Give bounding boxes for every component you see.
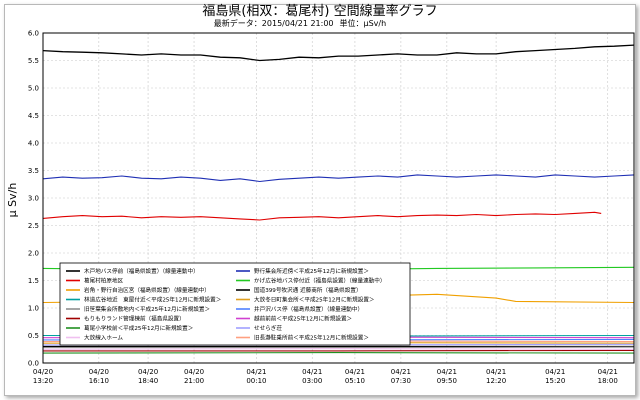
x-tick-time: 09:50 [437, 377, 457, 385]
series-line [42, 348, 635, 350]
y-axis-label: μ Sv/h [6, 183, 19, 218]
legend-label: 旧長瀞駐乗所前＜平成25年12月に新規設置＞ [254, 334, 369, 342]
x-tick-time: 21:00 [184, 377, 204, 385]
x-tick-time: 07:30 [391, 377, 411, 385]
x-tick-date: 04/20 [138, 368, 158, 376]
series-line [42, 44, 635, 62]
x-tick-time: 12:20 [486, 377, 506, 385]
y-tick-label: 4.0 [28, 140, 39, 148]
legend-label: 岩角・野行自治区宮（福島県設置）（線量連動中） [84, 286, 210, 294]
y-tick-label: 2.0 [28, 250, 39, 258]
x-tick-date: 04/21 [437, 368, 457, 376]
legend-box [59, 262, 411, 346]
y-tick-label: 5.0 [28, 85, 39, 93]
y-tick-label: 0.0 [28, 360, 39, 368]
legend-label: 国道399号牧沢通 近藤商所（福島県設置） [254, 286, 362, 294]
series-line [43, 349, 635, 352]
legend-label: 井戸沢バス停（福島県設置）（線量連動中） [254, 305, 363, 313]
subtitle-time: 2015/04/21 21:00 [262, 19, 334, 28]
legend-label: 林道広谷地近 東屋付近＜平成25年12月に新規設置＞ [84, 296, 221, 304]
legend-label: かげ広谷地バス停付近（福島県設置）（線量連動中） [254, 277, 385, 285]
x-tick-date: 04/21 [391, 368, 411, 376]
x-tick-date: 04/21 [302, 368, 322, 376]
legend-label: 旧笹葉集会所敷地内＜平成25年12月に新規設置＞ [84, 305, 210, 313]
y-tick-label: 0.5 [28, 332, 39, 340]
y-tick-label: 5.5 [28, 57, 39, 65]
x-tick-date: 04/21 [598, 368, 618, 376]
x-tick-time: 16:10 [89, 377, 109, 385]
x-tick-time: 03:00 [302, 377, 322, 385]
x-tick-date: 04/20 [33, 368, 53, 376]
legend: 木戸地バス停前（福島県設置）（線量連動中） 野行集会所近傍＜平成25年12月に新規… [59, 262, 411, 346]
legend-label: 大放冬日町集会所＜平成25年12月に新規設置＞ [254, 296, 375, 304]
series-line [42, 211, 602, 221]
x-tick-time: 15:20 [545, 377, 565, 385]
chart-title: 福島県(相双：葛尾村) 空間線量率グラフ [202, 3, 437, 19]
x-tick-time: 18:00 [598, 377, 618, 385]
subtitle-unit: 単位：μSv/h [340, 18, 387, 28]
x-tick-date: 04/20 [184, 368, 204, 376]
x-tick-date: 04/21 [345, 368, 365, 376]
x-tick-time: 00:10 [246, 377, 266, 385]
y-tick-label: 1.0 [28, 305, 39, 313]
y-tick-label: 1.5 [28, 277, 39, 285]
x-tick-date: 04/21 [486, 368, 506, 376]
series-line [42, 352, 635, 354]
subtitle-prefix: 最新データ： [214, 18, 262, 28]
y-tick-label: 6.0 [28, 30, 39, 38]
legend-label: もりもりランド管理棟前（福島県設置） [84, 315, 185, 323]
plot-border [42, 32, 635, 364]
legend-label: 越前前前＜平成25年12月に新規設置＞ [254, 315, 352, 323]
y-tick-label: 3.5 [28, 167, 39, 175]
x-tick-time: 13:20 [33, 377, 53, 385]
legend-label: 葛尾村柏原地区 [84, 277, 124, 285]
y-tick-labels: 0.0 0.5 1.0 1.5 2.0 2.5 3.0 3.5 4.0 4.5 5.0 5.5 6.0 [28, 30, 39, 368]
legend-label: 木戸地バス停前（福島県設置）（線量連動中） [84, 267, 199, 275]
x-tick-date: 04/21 [246, 368, 266, 376]
series-line [43, 346, 635, 349]
x-tick-labels: 04/2013:2004/2016:1004/2018:4004/2021:00… [33, 368, 618, 385]
chart-subtitle: 最新データ：2015/04/21 21:00 単位：μSv/h [214, 18, 386, 28]
legend-label: 葛尾小学校前＜平成25年12月に新規設置＞ [84, 324, 193, 332]
y-tick-label: 3.0 [28, 195, 39, 203]
y-tick-label: 2.5 [28, 222, 39, 230]
legend-label: 野行集会所近傍＜平成25年12月に新規設置＞ [254, 267, 369, 275]
x-tick-time: 18:40 [138, 377, 158, 385]
x-tick-date: 04/21 [545, 368, 565, 376]
x-tick-date: 04/20 [89, 368, 109, 376]
y-tick-label: 4.5 [28, 112, 39, 120]
series-line [42, 174, 635, 183]
legend-label: せせらぎ荘 [254, 324, 282, 332]
x-tick-time: 05:10 [345, 377, 365, 385]
legend-label: 大放線入ホーム [84, 334, 123, 342]
